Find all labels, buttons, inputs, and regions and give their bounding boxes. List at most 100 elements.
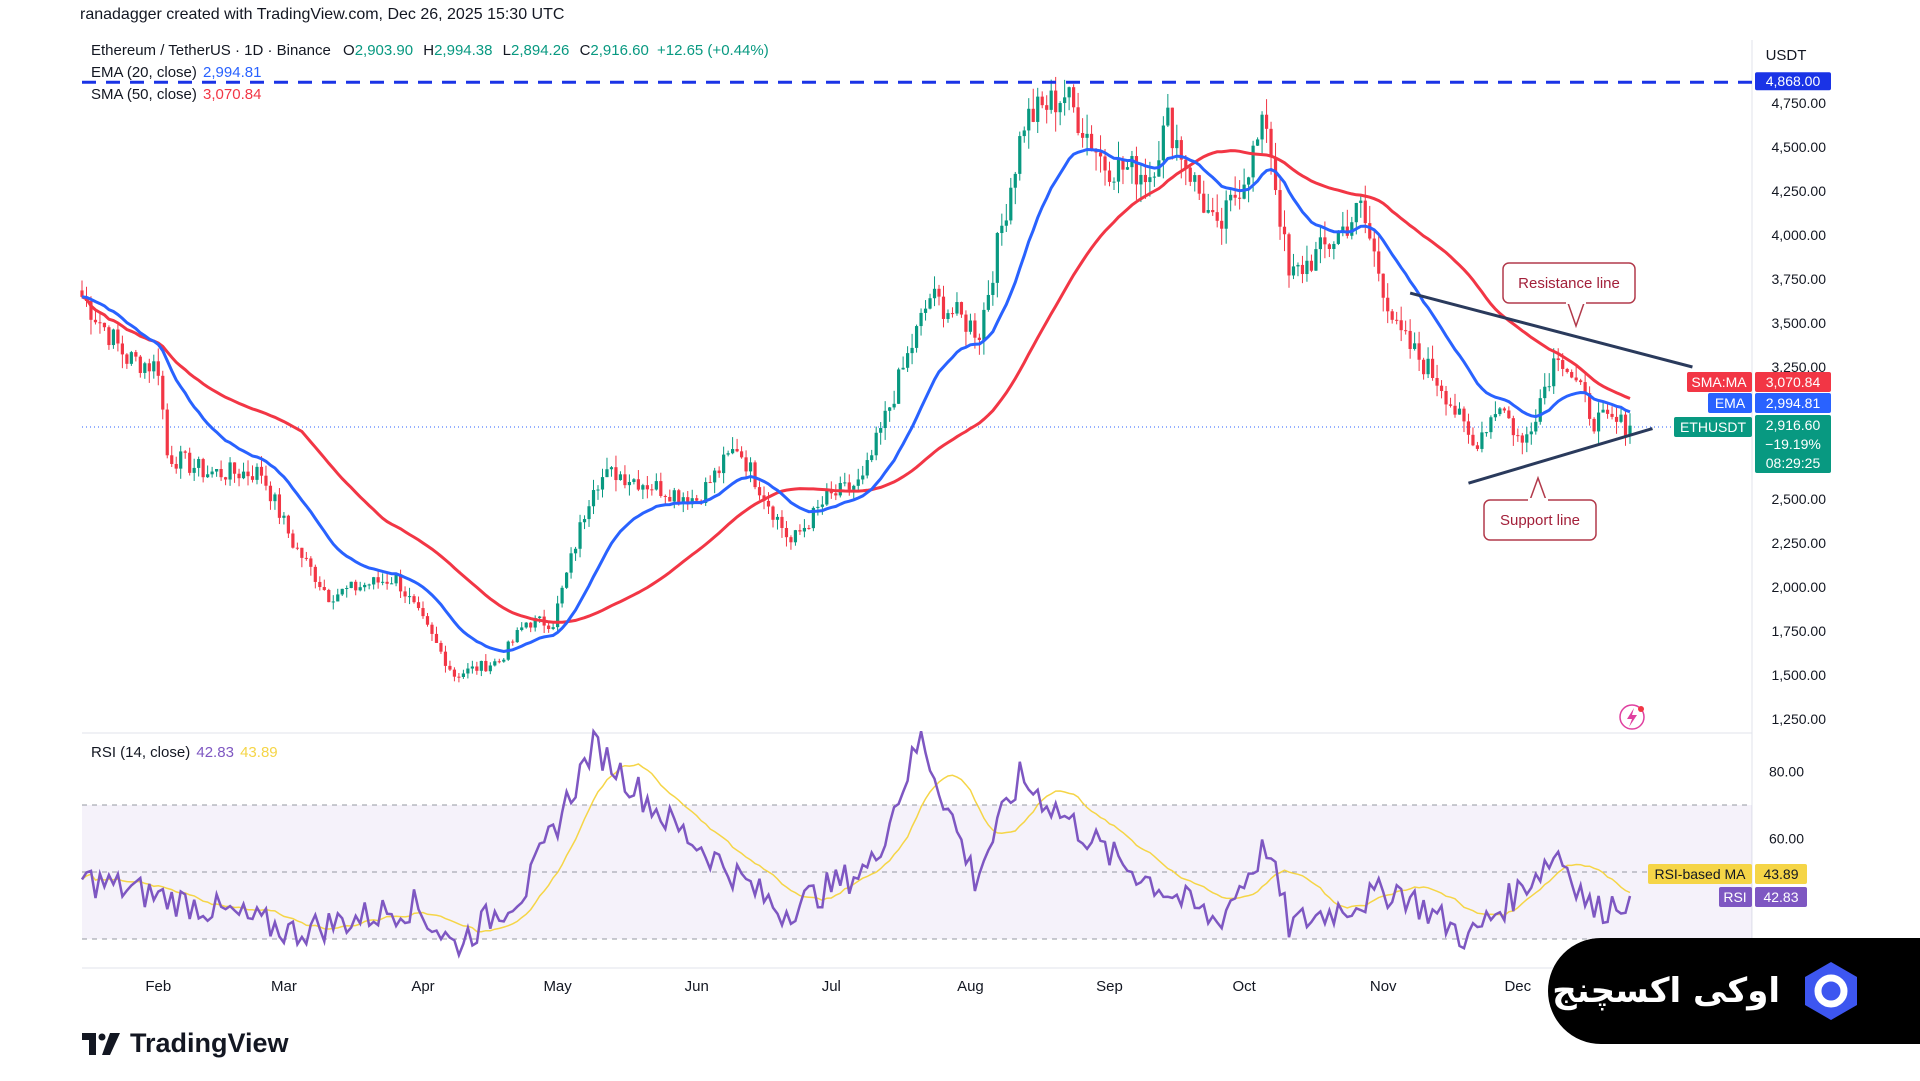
time-axis-label: Jul [822,978,841,995]
candle-body [479,660,483,671]
candle-body [932,288,937,299]
candle-body [210,471,214,475]
candle-body [609,467,614,470]
candle-body [672,490,676,502]
candle-body [1511,418,1515,436]
candle-body [1300,264,1305,275]
candle-body [80,290,84,297]
candle-body [547,625,551,629]
candle-body [1354,202,1358,223]
candle-body [529,622,533,628]
candle-body [1466,421,1471,435]
candle-body [1058,103,1062,113]
candle-body [349,581,353,589]
candle-body [569,553,573,573]
candle-body [1022,130,1026,137]
candle-body [1121,158,1125,170]
ema-price-tag-value: 2,994.81 [1766,395,1821,411]
candle-body [1049,90,1053,110]
candle-body [986,294,990,310]
candle-body [1565,368,1569,373]
candle-body [852,485,856,490]
candle-body [686,497,690,505]
price-tick-label: 2,000.00 [1772,579,1827,595]
candle-body [771,506,775,520]
candle-body [1327,244,1331,250]
candle-body [1601,409,1605,413]
candle-body [1359,200,1363,203]
price-tick-label: 2,250.00 [1772,535,1827,551]
symbol-legend[interactable]: Ethereum / TetherUS · 1D · Binance O2,90… [91,42,769,59]
sma-legend[interactable]: SMA (50, close) 3,070.84 [91,86,261,103]
candle-body [1107,170,1112,182]
time-axis-label: Jun [685,978,709,995]
candle-body [775,516,780,520]
candle-body [1085,133,1089,138]
resistance-callout[interactable]: Resistance line [1502,262,1636,329]
time-axis-label: Feb [145,978,171,995]
rsi-ma-label-tag [1648,864,1752,884]
candle-body [1605,409,1610,414]
candle-body [1166,107,1170,126]
lightning-icon[interactable] [1619,704,1645,730]
tradingview-brand[interactable]: TradingView [82,1028,289,1059]
resistance-callout-label: Resistance line [1518,275,1620,292]
candle-body [466,668,470,674]
candle-body [811,507,815,529]
rsi-label-tag [1719,887,1752,907]
candle-body [950,313,955,315]
open-label: O [343,42,355,59]
candle-body [1238,197,1242,199]
candle-body [1596,412,1601,432]
price-tick-label: 3,500.00 [1772,315,1827,331]
candle-body [1170,107,1174,149]
rsi-legend[interactable]: RSI (14, close) 42.83 43.89 [91,744,278,761]
candle-body [1193,175,1197,182]
candle-body [192,467,196,473]
candle-body [1197,175,1201,194]
rsi-ma-line [81,763,1631,933]
price-tick-label: 4,250.00 [1772,183,1827,199]
candle-body [937,288,941,297]
candle-body [385,581,389,584]
candle-body [596,489,600,491]
candle-body [1251,145,1255,178]
candle-body [1592,418,1596,432]
last-price-tag-change: −19.19% [1765,436,1821,452]
candle-body [120,343,124,355]
candle-body [1574,377,1578,381]
support-callout[interactable]: Support line [1483,475,1597,541]
low-value: 2,894.26 [511,42,570,59]
candle-body [1547,386,1551,388]
candle-body [1264,114,1269,129]
candle-body [511,641,515,643]
ema-legend[interactable]: EMA (20, close) 2,994.81 [91,64,261,81]
candle-body [197,459,201,468]
candle-body [1610,413,1614,417]
candle-body [129,352,133,364]
candle-body [475,666,479,671]
candle-body [964,314,968,332]
candle-body [1112,181,1116,183]
candle-body [668,496,672,502]
candle-body [807,527,811,529]
candle-body [295,547,299,549]
candle-body [1386,297,1390,312]
last-price-tag-countdown: 08:29:25 [1766,455,1821,471]
candle-body [403,591,407,597]
candle-body [1143,174,1148,183]
candle-body [1413,343,1417,349]
candle-body [914,326,919,348]
candle-body [340,588,344,595]
candle-body [1395,319,1399,321]
candle-body [1444,390,1448,405]
candle-body [1534,421,1538,432]
resistance-callout-pointer [1567,302,1585,329]
candle-body [919,312,923,327]
rsi-tick-label: 80.00 [1769,764,1804,780]
candle-body [627,481,632,486]
candle-body [825,490,829,505]
candle-body [138,356,142,373]
support-callout-label: Support line [1500,512,1580,529]
